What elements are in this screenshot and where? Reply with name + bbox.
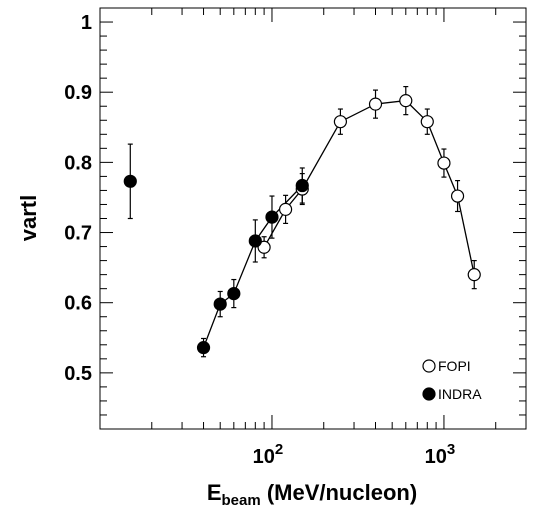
point-indra [248, 234, 262, 248]
point-indra [123, 174, 137, 188]
point-fopi [420, 115, 434, 129]
x-axis-label: Ebeam (MeV/nucleon) [207, 480, 417, 507]
legend-label-fopi: FOPI [438, 358, 471, 374]
x-axis-label-main: E [207, 480, 222, 505]
point-fopi [399, 94, 413, 108]
series-line-indra [202, 185, 303, 348]
y-tick-label: 0.6 [64, 293, 92, 315]
point-indra [213, 297, 227, 311]
point-indra [265, 210, 279, 224]
point-indra [196, 341, 211, 355]
point-fopi [467, 268, 481, 282]
point-indra [295, 178, 309, 193]
point-fopi [257, 240, 271, 254]
point-fopi [450, 189, 465, 203]
data-points [123, 94, 481, 355]
x-axis-label-sub: beam [222, 492, 261, 507]
x-axis-label-rest: (MeV/nucleon) [261, 480, 417, 505]
y-tick-label: 0.5 [64, 363, 92, 385]
legend: FOPI INDRA [422, 358, 482, 402]
series-lines [202, 99, 475, 348]
point-fopi [278, 202, 293, 216]
point-fopi [437, 156, 451, 170]
y-tick-label: 1 [81, 12, 92, 34]
legend-label-indra: INDRA [438, 386, 482, 402]
y-tick-label: 0.9 [64, 82, 92, 104]
point-fopi [368, 97, 383, 111]
x-tick-label: 103 [425, 441, 456, 468]
axes-layer: 0.5 0.6 0.7 0.8 0.9 1 102 103 [64, 7, 527, 468]
y-tick-label: 0.8 [64, 152, 92, 174]
x-tick-label: 102 [253, 441, 284, 468]
series-line-fopi [263, 99, 475, 275]
point-fopi [333, 115, 348, 129]
point-indra [227, 286, 241, 301]
legend-marker-indra [422, 387, 436, 401]
y-axis-label: vartl [16, 195, 41, 241]
legend-marker-fopi [422, 359, 436, 373]
y-tick-label: 0.7 [64, 223, 92, 245]
